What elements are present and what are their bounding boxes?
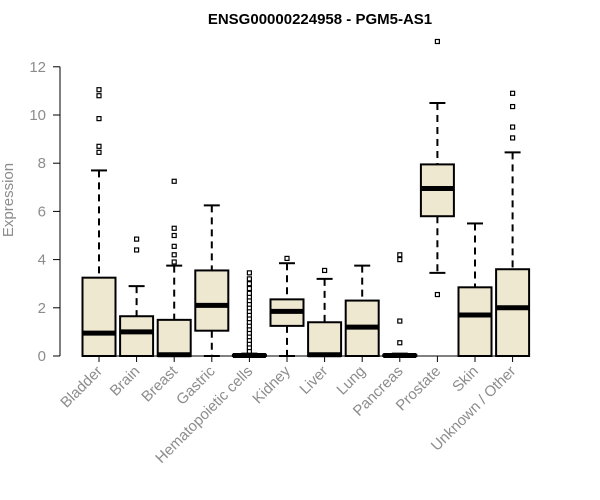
box-iqr (307, 321, 343, 358)
outlier-point (434, 38, 440, 45)
outlier-point (171, 252, 177, 258)
box-prostate (419, 38, 455, 298)
outlier-point (96, 87, 102, 93)
box-bladder (81, 87, 117, 357)
x-tick-label: Kidney (249, 362, 294, 407)
x-tick-label: Bladder (57, 363, 106, 412)
outlier-point (246, 276, 252, 282)
outlier-point (96, 116, 102, 122)
outlier-point (510, 90, 516, 96)
outlier-point (96, 143, 102, 149)
outlier-point (510, 103, 516, 110)
box-hematopoietic-cells (231, 270, 267, 359)
outlier-point (96, 149, 102, 155)
y-tick-label: 8 (38, 155, 46, 172)
outlier-point (246, 290, 252, 296)
outlier-point (246, 281, 252, 287)
outlier-point (397, 252, 403, 258)
box-iqr (194, 269, 230, 332)
box-iqr (81, 276, 117, 357)
outlier-point (134, 236, 140, 242)
box-gastric (194, 204, 230, 357)
outlier-point (246, 285, 252, 292)
outlier-point (284, 255, 290, 261)
plot-area (81, 38, 531, 359)
outlier-point (96, 93, 102, 99)
box-kidney (269, 255, 305, 357)
y-tick-label: 2 (38, 300, 46, 317)
outlier-point (246, 270, 252, 276)
outlier-point (171, 178, 177, 184)
outlier-point (434, 291, 440, 298)
box-liver (307, 267, 343, 358)
x-tick-label: Liver (296, 363, 331, 398)
box-lung (344, 264, 380, 358)
y-axis-label: Expression (0, 163, 17, 237)
outlier-point (322, 267, 328, 274)
outlier-point (171, 225, 177, 231)
box-pancreas (382, 252, 418, 359)
outlier-point (397, 257, 403, 263)
outlier-point (134, 247, 140, 253)
y-tick-label: 12 (29, 59, 46, 76)
outlier-point (171, 243, 177, 249)
outlier-point (171, 259, 177, 265)
outlier-point (397, 318, 403, 324)
box-iqr (156, 318, 192, 358)
outlier-point (397, 340, 403, 346)
box-iqr (119, 315, 155, 357)
y-axis: 0 2 4 6 8 10 12 (29, 59, 61, 365)
box-brain (119, 236, 155, 357)
y-tick-label: 4 (38, 252, 46, 269)
box-skin (457, 222, 493, 357)
box-iqr (457, 286, 493, 357)
box-breast (156, 178, 192, 358)
y-tick-label: 6 (38, 203, 46, 220)
box-unknown-other (495, 90, 531, 357)
box-iqr (495, 268, 531, 357)
outlier-point (171, 232, 177, 239)
x-tick-label: Skin (449, 363, 482, 396)
outlier-point (510, 135, 516, 141)
y-tick-label: 10 (29, 107, 46, 124)
outlier-point (510, 124, 516, 130)
chart-title: ENSG00000224958 - PGM5-AS1 (208, 11, 432, 28)
y-tick-label: 0 (38, 348, 46, 365)
